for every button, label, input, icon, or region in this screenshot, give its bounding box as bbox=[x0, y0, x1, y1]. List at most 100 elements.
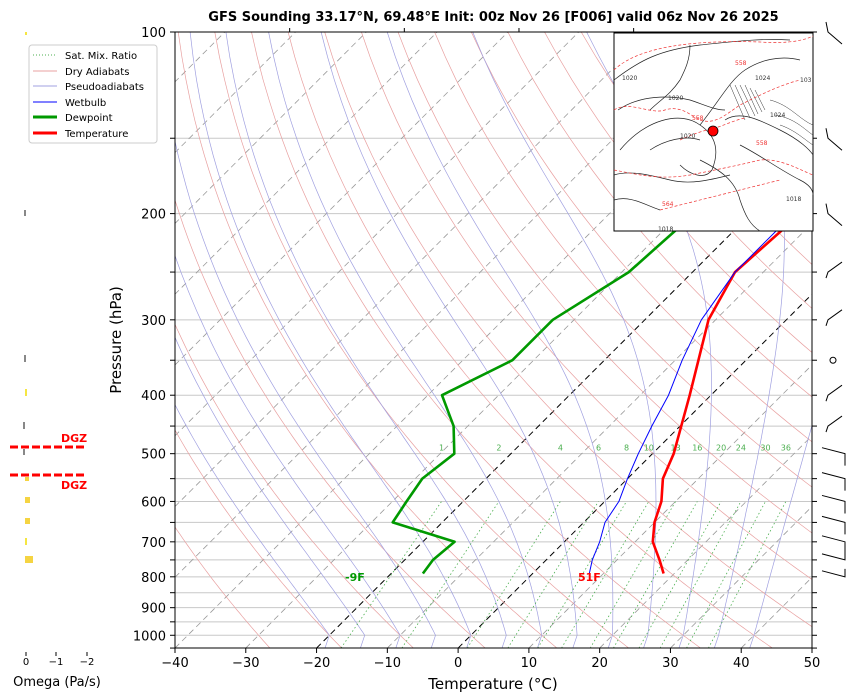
wind-barb bbox=[821, 568, 846, 578]
wind-barb-shaft bbox=[825, 203, 843, 226]
wind-barb bbox=[825, 21, 843, 45]
y-tick-label: 600 bbox=[141, 495, 166, 510]
y-tick-label: 500 bbox=[141, 448, 166, 463]
omega-bar bbox=[25, 389, 27, 396]
wind-barb-shaft bbox=[821, 515, 846, 535]
x-tick-label: 0 bbox=[454, 656, 462, 671]
isotherm-line bbox=[670, 505, 812, 648]
wind-barb bbox=[825, 261, 843, 279]
pseudoadiabat bbox=[749, 424, 812, 648]
inset-label: 1024 bbox=[755, 75, 770, 82]
wind-barb-shaft bbox=[821, 494, 846, 514]
mixing-ratio-line bbox=[537, 501, 627, 648]
omega-bar bbox=[25, 518, 30, 524]
wind-barb-shaft bbox=[825, 128, 843, 151]
pseudoadiabat bbox=[713, 32, 785, 648]
pseudoadiabat bbox=[175, 404, 330, 648]
wind-barb-shaft bbox=[825, 309, 843, 326]
pseudoadiabat bbox=[175, 254, 401, 648]
inset-coastlines bbox=[613, 39, 814, 232]
inset-map: 1020 1020 1020 1018 1018 1024 1024 103 5… bbox=[613, 32, 814, 233]
mixing-ratio-label: 1 bbox=[439, 444, 444, 453]
legend-pseudo: Pseudoadiabats bbox=[65, 82, 144, 93]
location-marker bbox=[707, 125, 719, 137]
wind-barb bbox=[825, 128, 843, 151]
mixing-ratio-line bbox=[638, 501, 722, 648]
legend-mix: Sat. Mix. Ratio bbox=[65, 51, 137, 62]
wind-barb bbox=[821, 535, 846, 554]
mixing-ratio-label: 20 bbox=[716, 444, 726, 453]
mixing-ratio-label: 10 bbox=[644, 444, 654, 453]
omega-bar bbox=[25, 497, 30, 503]
isotherm-line bbox=[245, 81, 812, 648]
wind-barb bbox=[821, 551, 846, 561]
wind-barb bbox=[821, 472, 846, 491]
x-tick-label: 30 bbox=[662, 656, 679, 671]
mixing-ratio-line bbox=[613, 501, 698, 648]
mixing-ratio-line bbox=[686, 501, 766, 648]
mixing-ratio-label: 4 bbox=[558, 444, 563, 453]
pseudoadiabat bbox=[472, 32, 657, 648]
isotherm-line bbox=[528, 364, 812, 648]
omega-bar bbox=[25, 538, 27, 545]
wind-barb bbox=[825, 384, 843, 402]
mixing-ratio-line bbox=[507, 501, 599, 648]
wind-barb-shaft bbox=[825, 261, 843, 279]
y-tick-label: 1000 bbox=[133, 629, 166, 644]
omega-panel: DGZ DGZ 0 −1 −2 Omega (Pa/s) bbox=[10, 32, 101, 690]
inset-label: 103 bbox=[800, 77, 812, 84]
mixing-ratio-label: 6 bbox=[596, 444, 601, 453]
x-tick-label: 20 bbox=[591, 656, 608, 671]
omega-bar bbox=[23, 422, 25, 429]
x-axis-label: Temperature (°C) bbox=[427, 675, 557, 693]
inset-label: 1020 bbox=[668, 95, 683, 102]
inset-label: 558 bbox=[756, 140, 768, 147]
wind-barb-shaft bbox=[821, 472, 846, 491]
omega-tick-2: −2 bbox=[80, 657, 95, 668]
isotherm-line bbox=[175, 32, 580, 437]
mixing-ratio-label: 16 bbox=[692, 444, 702, 453]
dry-adiabat bbox=[580, 32, 812, 309]
mixing-ratio-line bbox=[340, 501, 442, 648]
pseudoadiabat bbox=[175, 139, 436, 648]
mixing-ratio-line bbox=[561, 501, 650, 648]
plot-frame bbox=[174, 31, 813, 649]
x-tick-label: −40 bbox=[161, 656, 188, 671]
pseudoadiabat bbox=[175, 336, 366, 648]
x-tick-label: −10 bbox=[374, 656, 401, 671]
y-tick-label: 400 bbox=[141, 389, 166, 404]
omega-tick-1: −1 bbox=[49, 657, 64, 668]
omega-bar bbox=[25, 477, 29, 481]
dry-adiabat bbox=[544, 32, 812, 353]
legend-dry: Dry Adiabats bbox=[65, 67, 129, 78]
x-tick-label: 10 bbox=[521, 656, 538, 671]
pseudoadiabat bbox=[586, 32, 712, 648]
omega-bar bbox=[24, 355, 26, 362]
dry-adiabat bbox=[361, 32, 812, 580]
inset-label: 1020 bbox=[622, 75, 637, 82]
surface-temperature-label: 51F bbox=[578, 571, 601, 584]
isotherm-line bbox=[811, 647, 812, 648]
omega-xlabel: Omega (Pa/s) bbox=[13, 675, 101, 690]
x-tick-label: 40 bbox=[733, 656, 750, 671]
mixing-ratio-label: 30 bbox=[760, 444, 770, 453]
dry-adiabat bbox=[177, 32, 558, 648]
chart-title: GFS Sounding 33.17°N, 69.48°E Init: 00z … bbox=[208, 10, 779, 25]
y-tick-label: 200 bbox=[141, 208, 166, 223]
wind-barb bbox=[825, 415, 843, 433]
wind-barb bbox=[825, 309, 843, 326]
isotherm-line bbox=[175, 32, 650, 508]
dry-adiabat bbox=[397, 32, 812, 534]
isotherm-line bbox=[175, 32, 509, 366]
legend-box bbox=[28, 44, 158, 144]
pseudoadiabat bbox=[386, 32, 614, 648]
inset-label: 1018 bbox=[658, 226, 673, 233]
isotherm-line bbox=[175, 32, 721, 578]
dgz-bottom-label: DGZ bbox=[61, 479, 87, 492]
pseudoadiabat bbox=[189, 32, 472, 648]
legend-temperature: Temperature bbox=[64, 129, 128, 140]
wind-barb bbox=[825, 203, 843, 226]
inset-label: 558 bbox=[735, 60, 747, 67]
omega-bar bbox=[25, 32, 27, 35]
wind-barb bbox=[821, 515, 846, 535]
